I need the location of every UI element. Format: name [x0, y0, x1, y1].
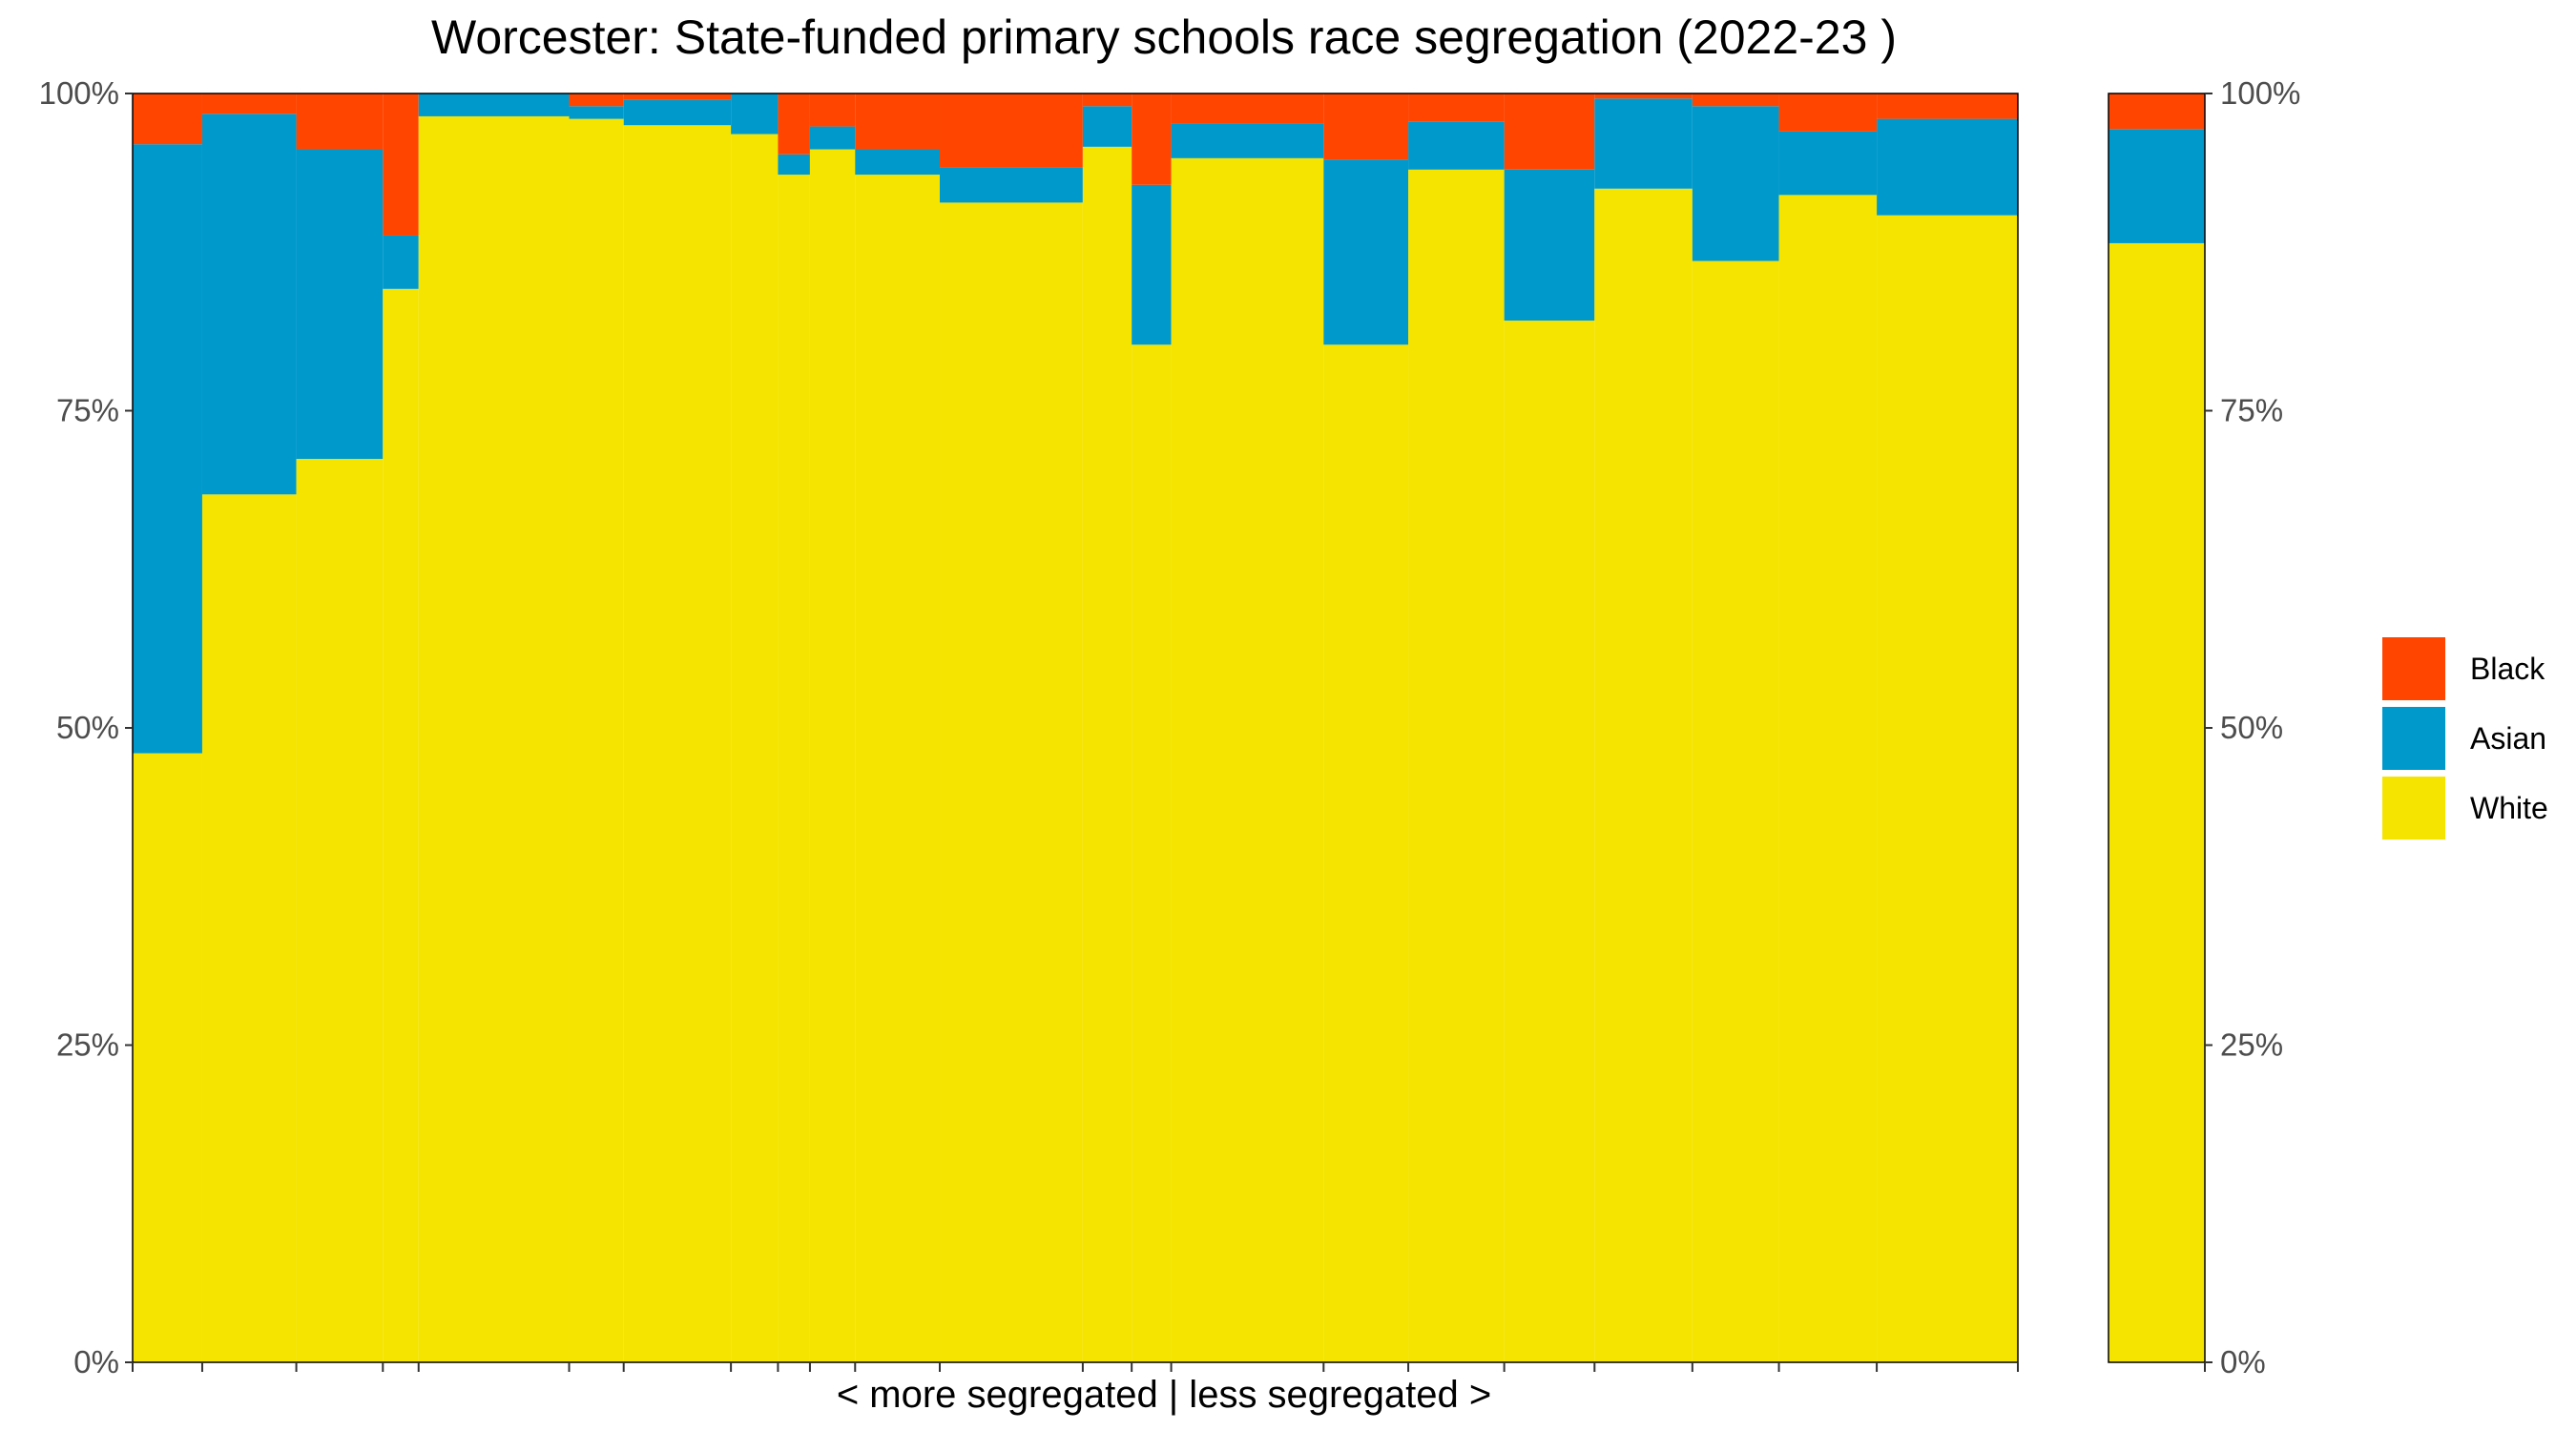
legend: Black Asian White: [2382, 637, 2548, 840]
y-tick-label-left-25: 25%: [56, 1027, 119, 1063]
bar-overall-black: [2109, 93, 2205, 130]
y-tick-label-right-25: 25%: [2220, 1027, 2283, 1063]
bar-15-black: [1171, 93, 1324, 124]
bar-21-asian: [1778, 131, 1878, 196]
axes: 0% 0% 25% 25% 50% 50% 75% 75% 100% 100%: [39, 75, 2301, 1379]
bar-22-white: [1877, 215, 2018, 1363]
bars-area: [133, 93, 2205, 1363]
bar-14-black: [1132, 93, 1172, 185]
bar-7-asian: [623, 99, 732, 126]
bar-19-black: [1594, 93, 1693, 99]
bar-4-white: [383, 288, 419, 1362]
x-axis-label: < more segregated | less segregated >: [837, 1374, 1491, 1416]
bar-16-black: [1323, 93, 1409, 160]
bar-18-white: [1504, 321, 1595, 1362]
legend-swatch-white: [2382, 777, 2445, 840]
y-tick-label-left-50: 50%: [56, 710, 119, 745]
y-tick-label-right-100: 100%: [2220, 75, 2300, 111]
bar-1-black: [133, 93, 202, 145]
bar-11-white: [855, 175, 941, 1362]
bar-1-white: [133, 753, 202, 1362]
bar-22-asian: [1877, 118, 2018, 216]
bar-21-black: [1778, 93, 1878, 132]
legend-swatch-black: [2382, 637, 2445, 700]
bar-5-white: [418, 115, 570, 1363]
bar-2-asian: [201, 114, 297, 495]
bar-19-asian: [1594, 98, 1693, 189]
y-tick-label-right-0: 0%: [2220, 1344, 2266, 1379]
bar-19-white: [1594, 188, 1693, 1362]
bar-12-white: [940, 202, 1083, 1362]
bar-8-asian: [731, 93, 779, 135]
bar-16-white: [1323, 344, 1409, 1363]
y-tick-label-left-0: 0%: [73, 1344, 119, 1379]
legend-label-white: White: [2470, 791, 2548, 825]
bar-2-black: [201, 93, 297, 114]
bar-15-asian: [1171, 123, 1324, 158]
bar-21-white: [1778, 195, 1878, 1362]
bar-7-white: [623, 125, 732, 1362]
bar-9-black: [778, 93, 810, 155]
bar-14-white: [1132, 344, 1172, 1363]
bar-3-asian: [296, 149, 384, 460]
bar-1-asian: [133, 144, 202, 754]
chart-title: Worcester: State-funded primary schools …: [431, 10, 1897, 64]
bar-17-asian: [1408, 121, 1505, 170]
bar-6-black: [569, 93, 624, 107]
bar-overall-asian: [2109, 129, 2205, 243]
bar-11-black: [855, 93, 941, 150]
bar-5-asian: [418, 93, 570, 116]
legend-label-asian: Asian: [2470, 721, 2546, 756]
bar-20-asian: [1692, 106, 1779, 261]
bar-6-asian: [569, 106, 624, 119]
bar-2-white: [201, 494, 297, 1362]
bar-6-white: [569, 118, 624, 1363]
bar-18-black: [1504, 93, 1595, 170]
bar-12-asian: [940, 167, 1083, 203]
bar-17-black: [1408, 93, 1505, 122]
bar-12-black: [940, 93, 1083, 168]
bar-17-white: [1408, 169, 1505, 1362]
bar-13-white: [1082, 146, 1132, 1363]
bar-15-white: [1171, 157, 1324, 1363]
bar-4-asian: [383, 235, 419, 289]
bar-16-asian: [1323, 159, 1409, 345]
bar-13-asian: [1082, 106, 1132, 147]
bar-3-black: [296, 93, 384, 150]
bar-9-white: [778, 175, 810, 1362]
bar-13-black: [1082, 93, 1132, 107]
bar-10-white: [809, 149, 856, 1362]
bar-3-white: [296, 459, 384, 1362]
bar-overall-white: [2109, 242, 2205, 1363]
legend-label-black: Black: [2470, 652, 2545, 686]
y-tick-label-left-75: 75%: [56, 393, 119, 428]
bar-10-asian: [809, 126, 856, 150]
legend-swatch-asian: [2382, 707, 2445, 770]
bar-14-asian: [1132, 184, 1172, 345]
y-tick-label-left-100: 100%: [39, 75, 119, 111]
bar-8-white: [731, 134, 779, 1362]
bar-10-black: [809, 93, 856, 127]
bar-22-black: [1877, 93, 2018, 119]
bar-4-black: [383, 93, 419, 236]
bar-11-asian: [855, 149, 941, 176]
y-tick-label-right-75: 75%: [2220, 393, 2283, 428]
bar-20-white: [1692, 260, 1779, 1362]
y-tick-label-right-50: 50%: [2220, 710, 2283, 745]
bar-7-black: [623, 93, 732, 100]
bar-9-asian: [778, 154, 810, 176]
bar-20-black: [1692, 93, 1779, 107]
bar-18-asian: [1504, 169, 1595, 321]
